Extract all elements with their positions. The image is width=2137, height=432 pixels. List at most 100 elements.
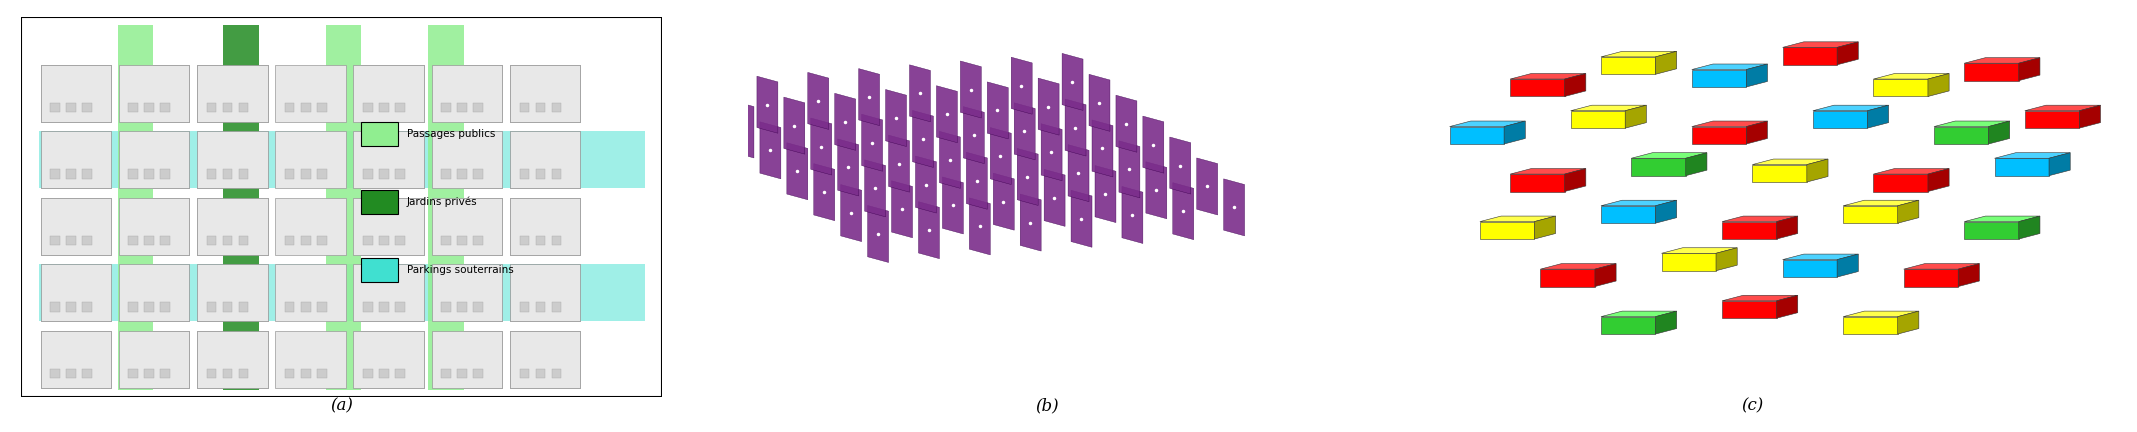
Polygon shape <box>1631 158 1686 176</box>
Bar <box>41 331 111 388</box>
Bar <box>41 131 111 188</box>
Polygon shape <box>1842 206 1898 223</box>
Text: (a): (a) <box>331 398 353 415</box>
Polygon shape <box>733 101 754 158</box>
Polygon shape <box>1776 295 1797 318</box>
Bar <box>66 103 77 112</box>
Bar <box>551 369 562 378</box>
Bar <box>316 302 327 312</box>
Polygon shape <box>1957 264 1979 286</box>
Polygon shape <box>1746 64 1767 87</box>
Polygon shape <box>1039 78 1060 135</box>
Bar <box>316 369 327 378</box>
Bar <box>207 236 216 245</box>
Bar <box>66 369 77 378</box>
Bar <box>474 236 483 245</box>
Bar <box>120 198 190 255</box>
Bar <box>519 236 530 245</box>
Bar <box>474 169 483 179</box>
Polygon shape <box>1045 169 1064 226</box>
Bar <box>222 169 233 179</box>
Bar <box>536 302 545 312</box>
Polygon shape <box>1693 127 1746 144</box>
Bar <box>239 103 248 112</box>
Bar <box>128 369 139 378</box>
Bar <box>51 369 60 378</box>
Polygon shape <box>1693 64 1767 70</box>
Polygon shape <box>1722 301 1776 318</box>
Bar <box>145 302 154 312</box>
Bar <box>120 131 190 188</box>
Polygon shape <box>1934 121 2009 127</box>
Bar <box>395 103 404 112</box>
Bar <box>536 236 545 245</box>
Polygon shape <box>966 152 987 209</box>
Polygon shape <box>1511 73 1586 79</box>
Polygon shape <box>910 65 930 122</box>
Polygon shape <box>1928 168 1949 191</box>
Polygon shape <box>1964 63 2019 81</box>
Polygon shape <box>1541 269 1594 286</box>
Bar <box>353 264 423 321</box>
Bar <box>197 198 267 255</box>
Bar <box>519 103 530 112</box>
Polygon shape <box>1071 190 1092 247</box>
Bar <box>363 369 372 378</box>
Polygon shape <box>1479 216 1556 222</box>
Bar <box>301 369 310 378</box>
Bar <box>316 169 327 179</box>
Polygon shape <box>1994 158 2049 176</box>
Bar <box>432 198 502 255</box>
Polygon shape <box>1631 153 1707 158</box>
Bar <box>120 198 190 255</box>
Polygon shape <box>915 156 936 213</box>
Polygon shape <box>1782 42 1859 48</box>
Bar <box>432 331 502 388</box>
Bar <box>353 264 423 321</box>
Polygon shape <box>1541 264 1616 269</box>
Polygon shape <box>1062 54 1083 111</box>
Bar <box>38 264 645 321</box>
Bar <box>457 169 468 179</box>
Polygon shape <box>1090 74 1109 131</box>
Bar <box>457 369 468 378</box>
Polygon shape <box>1120 141 1139 198</box>
Bar <box>378 236 389 245</box>
Bar <box>284 236 295 245</box>
Polygon shape <box>1479 222 1534 239</box>
Polygon shape <box>1601 206 1656 223</box>
Bar <box>51 302 60 312</box>
Polygon shape <box>1601 311 1678 317</box>
Bar <box>519 169 530 179</box>
Bar <box>207 169 216 179</box>
Bar <box>120 264 190 321</box>
Bar <box>361 258 397 282</box>
Bar <box>41 264 111 321</box>
Bar <box>120 131 190 188</box>
Bar <box>511 65 581 122</box>
Bar <box>442 103 451 112</box>
Polygon shape <box>1015 103 1034 160</box>
Polygon shape <box>1571 111 1626 128</box>
Bar <box>222 103 233 112</box>
Bar <box>474 302 483 312</box>
Polygon shape <box>970 198 989 255</box>
Bar <box>51 236 60 245</box>
Polygon shape <box>1693 70 1746 87</box>
Polygon shape <box>936 86 957 143</box>
Bar <box>432 198 502 255</box>
Text: Jardins privés: Jardins privés <box>406 197 479 207</box>
Polygon shape <box>1898 311 1919 334</box>
Bar <box>551 169 562 179</box>
Bar <box>301 169 310 179</box>
Polygon shape <box>1994 153 2071 158</box>
Bar <box>363 169 372 179</box>
Bar <box>442 236 451 245</box>
Polygon shape <box>865 160 885 217</box>
Bar <box>207 302 216 312</box>
Bar <box>276 331 346 388</box>
Bar <box>378 369 389 378</box>
Polygon shape <box>1564 168 1586 191</box>
Bar <box>239 302 248 312</box>
Bar <box>353 65 423 122</box>
